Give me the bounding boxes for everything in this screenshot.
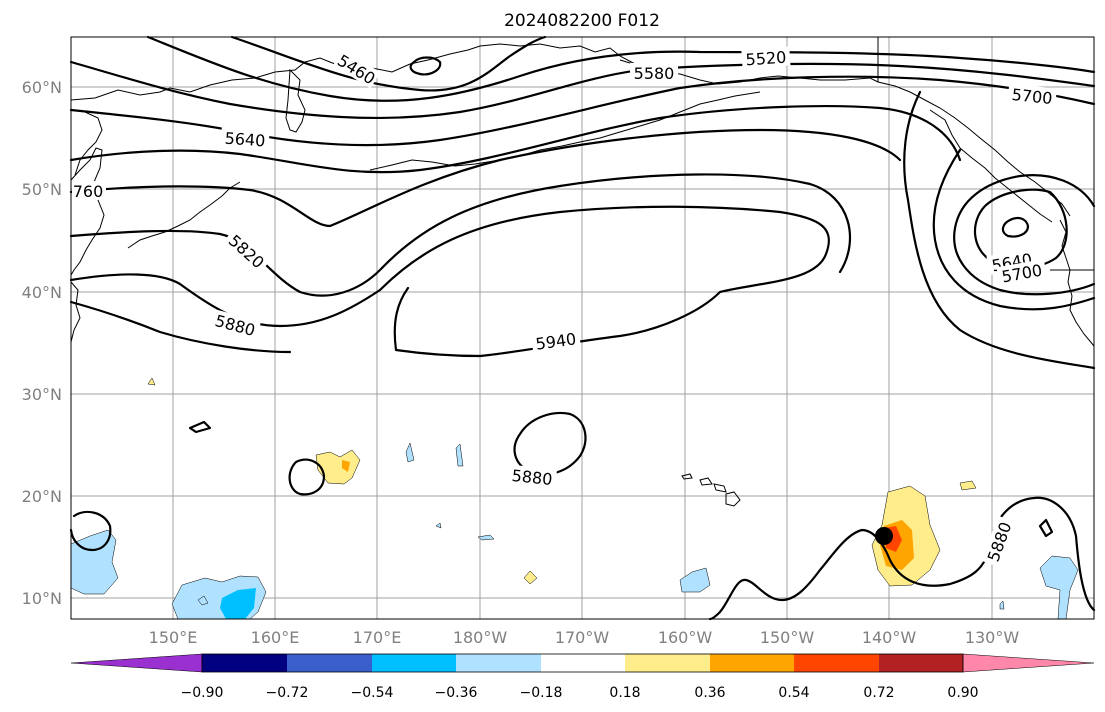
coastline-kurils — [127, 181, 241, 249]
coastline-alaska — [619, 59, 1071, 217]
lat-label: 40°N — [22, 283, 62, 302]
colorbar-tick-label: −0.18 — [520, 685, 563, 701]
lat-label: 30°N — [22, 385, 62, 404]
contour-line — [69, 300, 292, 354]
contour-label: 5880 — [511, 466, 553, 489]
colorbar: −0.90 −0.72 −0.54 −0.36 −0.18 0.18 0.36 … — [70, 653, 1095, 701]
negative-shade-region — [197, 595, 209, 606]
colorbar-segment — [625, 654, 710, 672]
colorbar-segment — [202, 654, 287, 672]
colorbar-tick-label: 0.72 — [863, 685, 894, 701]
negative-shade-region — [679, 567, 711, 593]
contour-line — [69, 128, 902, 228]
contour-line — [953, 174, 1096, 296]
contour-line — [513, 411, 587, 476]
lon-label: 160°E — [251, 628, 300, 647]
colorbar-tick-label: 0.18 — [609, 685, 640, 701]
lon-label: 170°E — [353, 628, 402, 647]
contour-label: 5700 — [1011, 85, 1053, 108]
coastline-east-china — [70, 281, 81, 343]
negative-shade-region — [1039, 555, 1079, 620]
colorbar-tick-label: −0.90 — [181, 685, 224, 701]
lon-label: 160°W — [658, 628, 713, 647]
storm-center-marker — [875, 527, 893, 545]
lon-label: 180°W — [453, 628, 508, 647]
colorbar-tick-label: −0.54 — [351, 685, 394, 701]
negative-shade-region — [405, 442, 415, 463]
lon-label: 130°W — [965, 628, 1020, 647]
coastline-hawaii — [681, 473, 741, 507]
contour-label: 5640 — [224, 129, 266, 151]
negative-shade-region — [70, 529, 119, 595]
coastline-aleutians — [369, 91, 761, 171]
contour-line — [69, 60, 1096, 120]
colorbar-segment — [794, 654, 879, 672]
longitude-labels: 150°E 160°E 170°E 180°W 170°W 160°W 150°… — [149, 628, 1020, 647]
colorbar-segment — [710, 654, 794, 672]
colorbar-segment — [879, 654, 963, 672]
lat-label: 60°N — [22, 78, 62, 97]
contour-line — [188, 420, 212, 434]
contour-line — [146, 35, 1096, 102]
positive-shade-region — [523, 570, 538, 585]
contour-line — [288, 458, 326, 496]
contour-line — [708, 496, 1096, 621]
latitude-labels: 60°N 50°N 40°N 30°N 20°N 10°N — [22, 78, 62, 608]
lat-label: 20°N — [22, 487, 62, 506]
contour-line — [1001, 216, 1030, 238]
map-title: 2024082200 F012 — [504, 11, 660, 31]
map-panel: 5460 5520 5580 5640 5700 760 5820 5880 5… — [69, 35, 1096, 621]
negative-shade-region — [477, 534, 495, 541]
colorbar-frame — [201, 653, 964, 673]
lat-label: 50°N — [22, 180, 62, 199]
positive-shade-region — [959, 480, 977, 491]
colorbar-segment — [456, 654, 541, 672]
contour-label: 5580 — [634, 64, 675, 83]
positive-shade-core — [342, 460, 350, 472]
coastline-kamchatka — [285, 68, 306, 133]
contour-line — [1038, 518, 1054, 538]
colorbar-tick-label: 0.36 — [694, 685, 725, 701]
colorbar-tick-label: 0.90 — [947, 685, 978, 701]
contour-label: 760 — [73, 182, 104, 201]
positive-shade-region — [147, 377, 156, 386]
lon-label: 170°W — [555, 628, 610, 647]
negative-shade-region — [999, 600, 1005, 610]
graticule — [71, 37, 1094, 619]
colorbar-tick-label: −0.36 — [435, 685, 478, 701]
colorbar-tick-label: 0.54 — [778, 685, 809, 701]
contour-label: 5520 — [745, 48, 787, 70]
colorbar-extend-max — [962, 653, 1095, 673]
coastline-bc-islands — [929, 109, 1053, 223]
contour-line — [932, 148, 1096, 311]
contour-line — [69, 205, 830, 358]
lon-label: 140°W — [862, 628, 917, 647]
colorbar-segment — [541, 654, 625, 672]
colorbar-segment — [287, 654, 372, 672]
contour-line — [903, 90, 1096, 370]
lon-label: 150°E — [149, 628, 198, 647]
contour-line — [230, 35, 547, 92]
lat-label: 10°N — [22, 589, 62, 608]
negative-shade-region — [435, 522, 442, 529]
colorbar-segment — [372, 654, 456, 672]
contour-line — [69, 510, 112, 552]
contour-line — [409, 56, 442, 76]
coastline-north-america-west — [1059, 219, 1095, 347]
contour-labels: 5460 5520 5580 5640 5700 760 5820 5880 5… — [72, 46, 1058, 568]
colorbar-extend-min — [70, 653, 203, 673]
negative-shade-region — [455, 443, 464, 467]
contour-line — [69, 173, 852, 297]
map-frame — [70, 36, 1095, 620]
contour-line — [69, 105, 962, 174]
negative-shade-core — [220, 588, 256, 619]
colorbar-tick-label: −0.72 — [266, 685, 309, 701]
lon-label: 150°W — [760, 628, 815, 647]
